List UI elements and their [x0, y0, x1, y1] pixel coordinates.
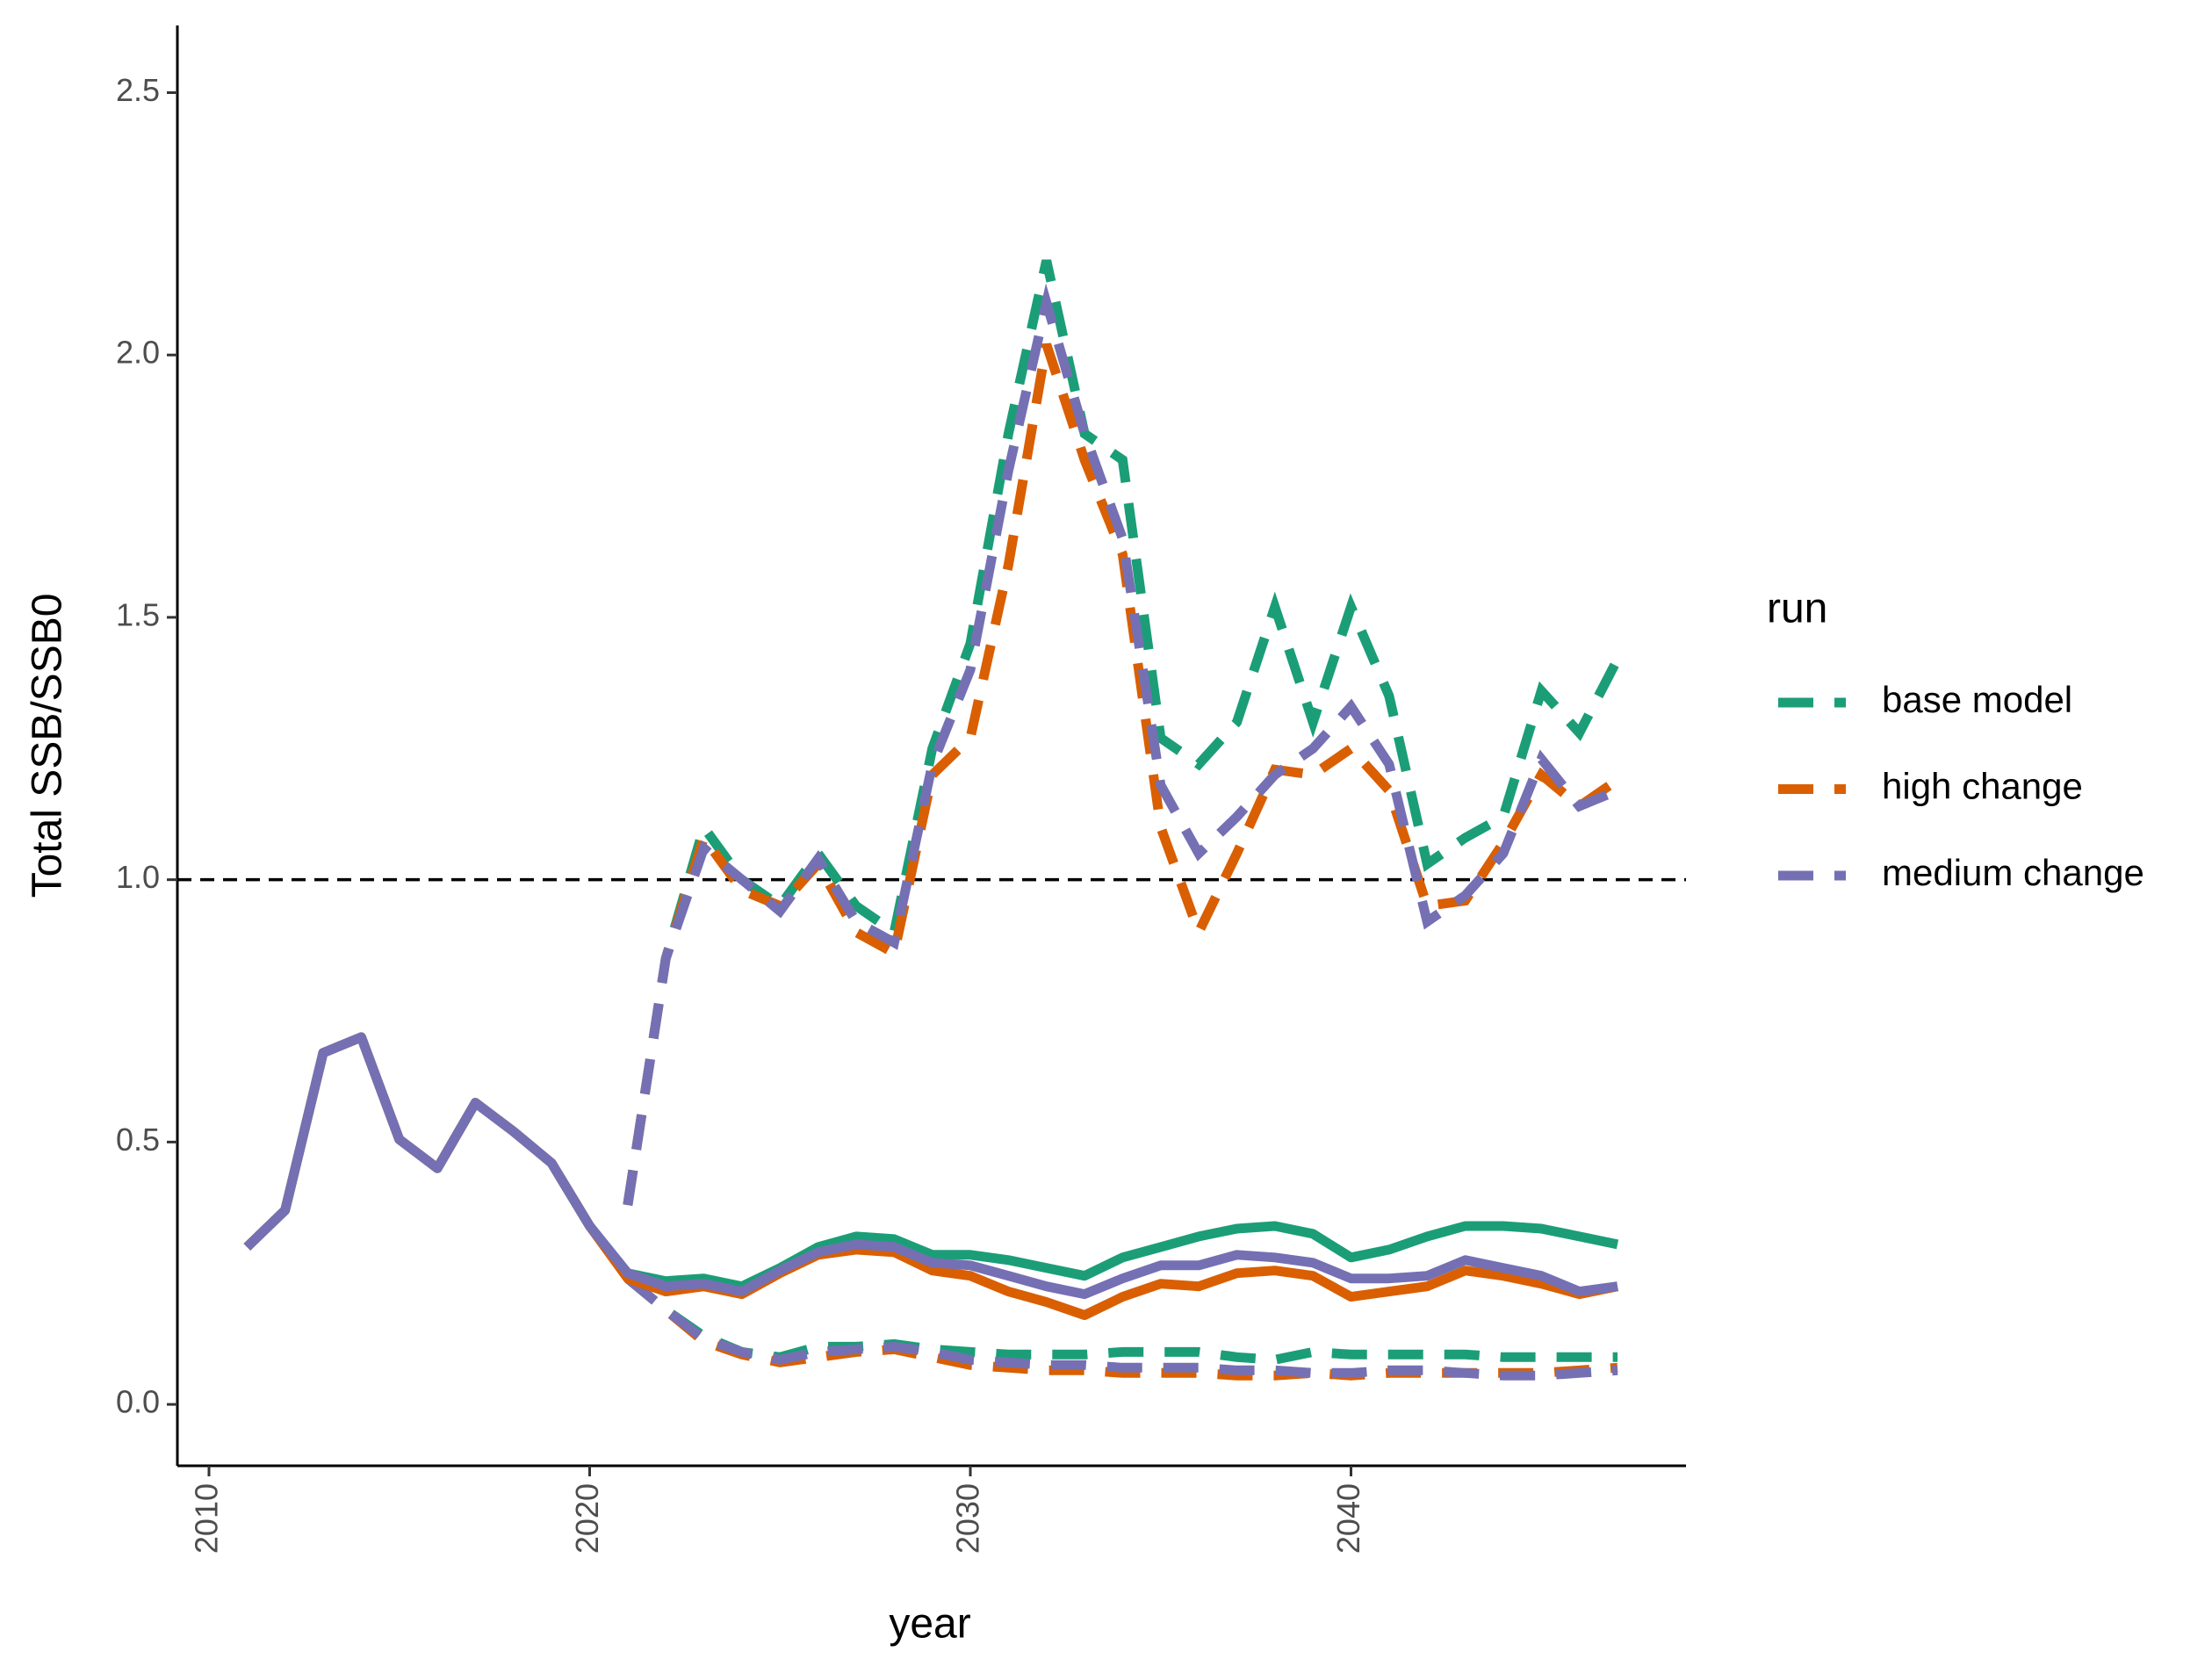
x-tick-label: 2010	[188, 1483, 224, 1554]
interval-line	[624, 1274, 1618, 1381]
y-axis-title: Total SSB/SSB0	[25, 594, 71, 898]
y-tick-label: 0.5	[116, 1122, 160, 1158]
legend-label: base model	[1882, 679, 2072, 720]
y-tick-label: 1.5	[116, 596, 160, 632]
interval-line	[623, 283, 1620, 1206]
x-tick-label: 2040	[1330, 1483, 1366, 1554]
x-tick-label: 2030	[950, 1483, 986, 1554]
x-tick-label: 2020	[569, 1483, 605, 1554]
interval-line	[624, 1274, 1618, 1365]
y-tick-label: 2.5	[116, 72, 160, 108]
legend-label: high change	[1882, 766, 2083, 807]
y-tick-label: 0.0	[116, 1384, 160, 1420]
legend-label: medium change	[1882, 852, 2144, 893]
legend-title: run	[1767, 586, 1827, 632]
interval-line	[623, 259, 1622, 1206]
median-line	[243, 1032, 1619, 1292]
interval-line	[623, 343, 1621, 1206]
median-line	[243, 1032, 1618, 1300]
y-tick-label: 2.0	[116, 335, 160, 371]
y-tick-label: 1.0	[116, 859, 160, 895]
x-axis-title: year	[889, 1601, 970, 1648]
